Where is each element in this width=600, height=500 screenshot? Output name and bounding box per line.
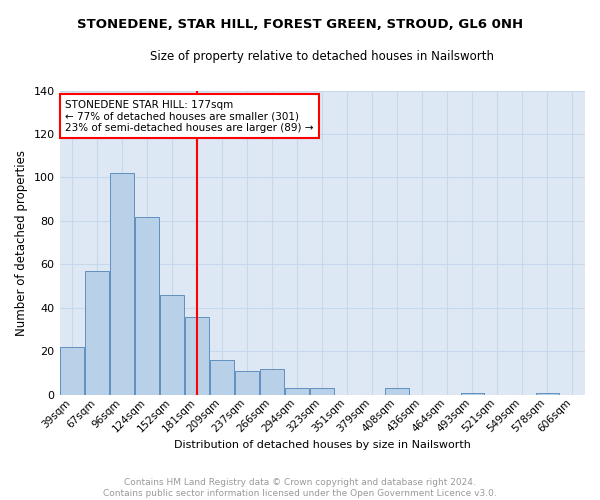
Bar [536, 392, 559, 395]
Bar [210, 360, 234, 395]
Text: STONEDENE STAR HILL: 177sqm
← 77% of detached houses are smaller (301)
23% of se: STONEDENE STAR HILL: 177sqm ← 77% of det… [65, 100, 313, 133]
Bar [60, 347, 84, 395]
Text: STONEDENE, STAR HILL, FOREST GREEN, STROUD, GL6 0NH: STONEDENE, STAR HILL, FOREST GREEN, STRO… [77, 18, 523, 30]
Text: Contains HM Land Registry data © Crown copyright and database right 2024.
Contai: Contains HM Land Registry data © Crown c… [103, 478, 497, 498]
Bar [260, 368, 284, 395]
Bar [135, 216, 159, 395]
Bar [385, 388, 409, 395]
Bar [85, 271, 109, 395]
Y-axis label: Number of detached properties: Number of detached properties [15, 150, 28, 336]
Bar [185, 316, 209, 395]
Bar [110, 173, 134, 395]
X-axis label: Distribution of detached houses by size in Nailsworth: Distribution of detached houses by size … [174, 440, 471, 450]
Title: Size of property relative to detached houses in Nailsworth: Size of property relative to detached ho… [150, 50, 494, 63]
Bar [235, 371, 259, 395]
Bar [160, 295, 184, 395]
Bar [286, 388, 309, 395]
Bar [461, 392, 484, 395]
Bar [310, 388, 334, 395]
